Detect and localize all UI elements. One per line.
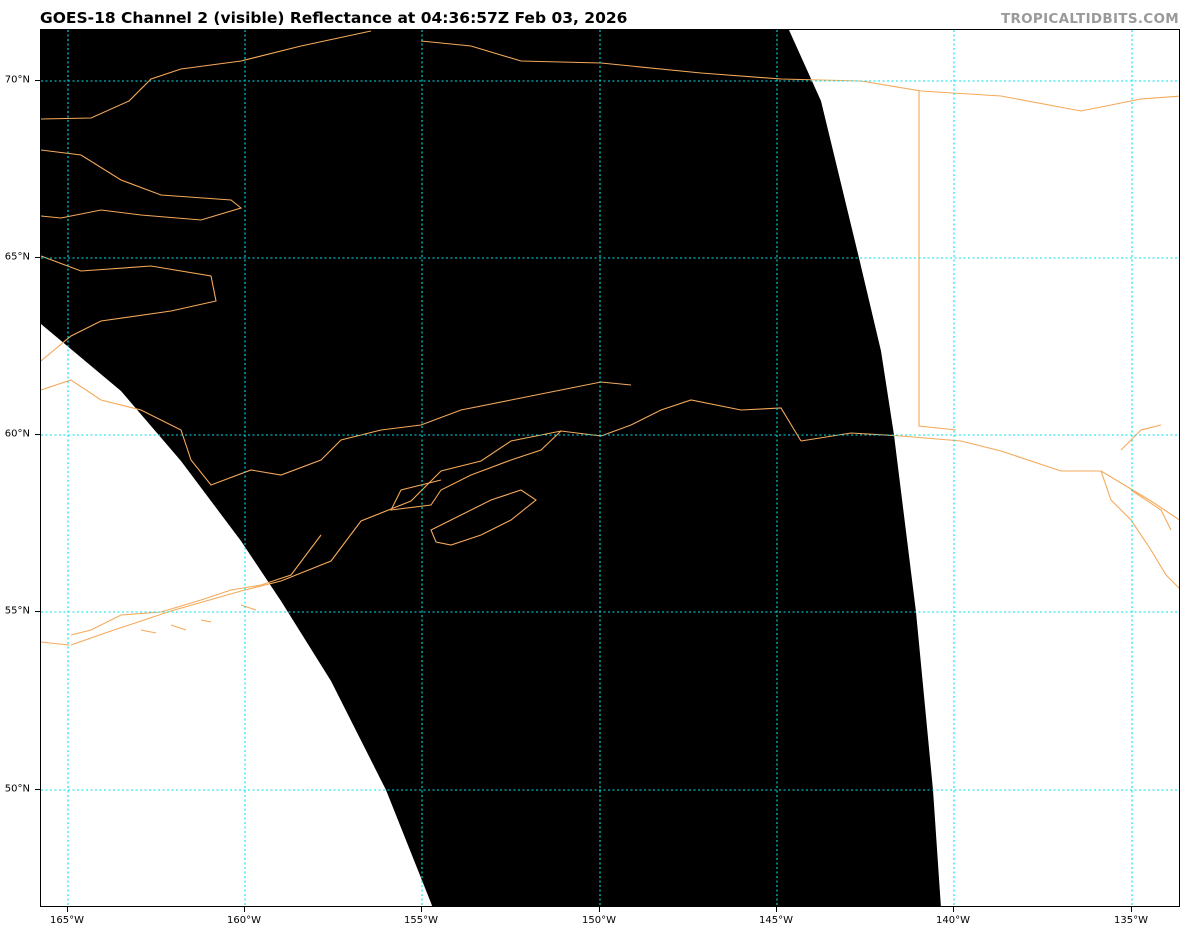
kodiak-island bbox=[430, 489, 537, 546]
south-central-coast bbox=[70, 399, 802, 646]
lat-label-60n: 60°N bbox=[4, 428, 30, 440]
bristol-bay-coast bbox=[41, 379, 632, 486]
tick-165w bbox=[67, 907, 68, 912]
tick-60n bbox=[35, 434, 40, 435]
tick-70n bbox=[35, 80, 40, 81]
canada-border bbox=[918, 91, 957, 431]
lon-label-150w: 150°W bbox=[582, 915, 616, 926]
map-title: GOES-18 Channel 2 (visible) Reflectance … bbox=[40, 9, 628, 27]
lon-label-145w: 145°W bbox=[759, 915, 793, 926]
aleutian-islands bbox=[140, 604, 257, 634]
tick-155w bbox=[421, 907, 422, 912]
lat-label-70n: 70°N bbox=[4, 74, 30, 86]
tick-135w bbox=[1131, 907, 1132, 912]
lon-label-165w: 165°W bbox=[50, 915, 84, 926]
southeast-alaska bbox=[1100, 424, 1179, 589]
alaska-peninsula bbox=[41, 534, 322, 646]
lon-label-160w: 160°W bbox=[227, 915, 261, 926]
lon-label-140w: 140°W bbox=[936, 915, 970, 926]
western-alaska-coast bbox=[41, 149, 243, 362]
north-slope-coast bbox=[420, 40, 1179, 112]
tick-65n bbox=[35, 257, 40, 258]
tick-50n bbox=[35, 789, 40, 790]
kenai-peninsula bbox=[390, 430, 562, 511]
site-credit: TROPICALTIDBITS.COM bbox=[1000, 11, 1179, 27]
lat-label-50n: 50°N bbox=[4, 783, 30, 795]
tick-150w bbox=[599, 907, 600, 912]
imagery-swath bbox=[41, 30, 941, 906]
coastlines bbox=[41, 30, 1179, 646]
lon-label-155w: 155°W bbox=[404, 915, 438, 926]
graticule bbox=[41, 30, 1179, 906]
lon-label-135w: 135°W bbox=[1114, 915, 1148, 926]
lat-label-65n: 65°N bbox=[4, 251, 30, 263]
tick-55n bbox=[35, 611, 40, 612]
tick-160w bbox=[244, 907, 245, 912]
arctic-coast bbox=[41, 30, 372, 120]
map-canvas bbox=[41, 30, 1179, 906]
tick-140w bbox=[953, 907, 954, 912]
lat-label-55n: 55°N bbox=[4, 605, 30, 617]
satellite-map bbox=[40, 29, 1180, 907]
gulf-coast-east bbox=[800, 432, 1179, 521]
tick-145w bbox=[776, 907, 777, 912]
